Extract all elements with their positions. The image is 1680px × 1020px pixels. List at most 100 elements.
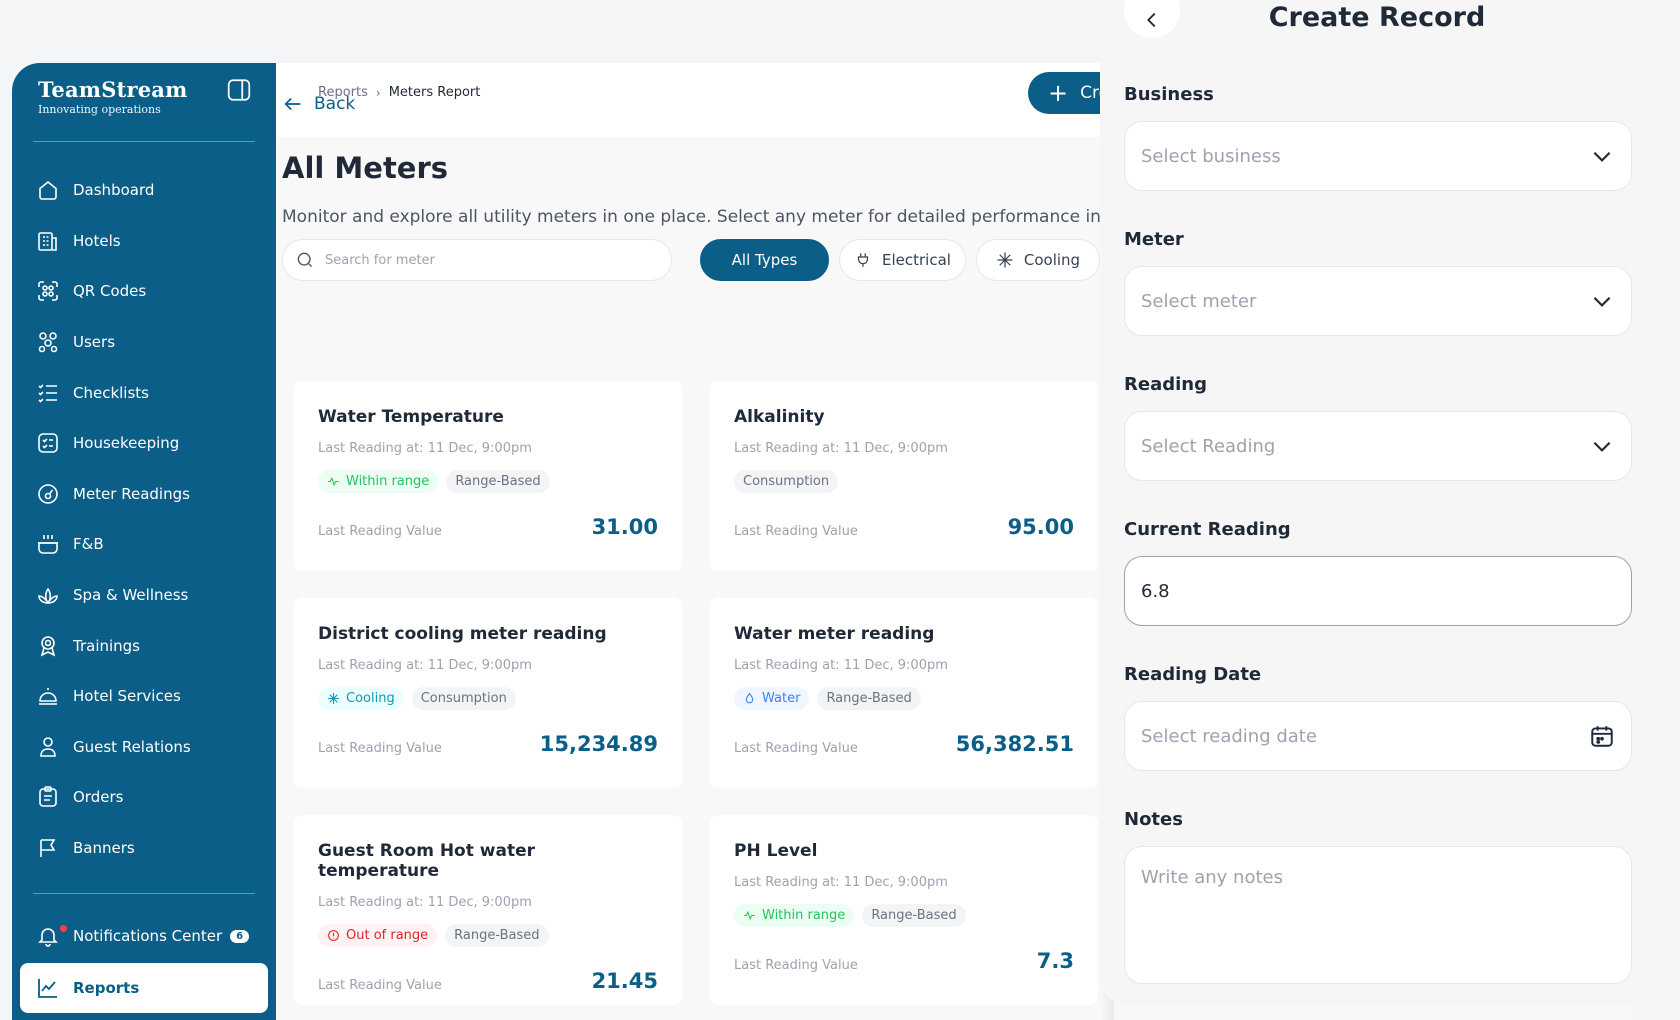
meter-select[interactable]: Select meter	[1124, 266, 1632, 336]
filter-electrical[interactable]: Electrical	[839, 239, 966, 281]
lotus-icon	[38, 587, 58, 605]
sidebar-item-meter-readings[interactable]: Meter Readings	[24, 469, 264, 520]
filter-all-types[interactable]: All Types	[700, 239, 829, 281]
sidebar: TeamStream Innovating operations Dashboa…	[12, 63, 276, 1020]
brand-name: TeamStream	[38, 77, 188, 102]
sidebar-item-checklists[interactable]: Checklists	[24, 367, 264, 418]
type-badge: Consumption	[411, 687, 516, 710]
filter-cooling[interactable]: Cooling	[976, 239, 1100, 281]
meter-card-meta: Last Reading at: 11 Dec, 9:00pm	[318, 441, 532, 456]
sidebar-item-label: Hotels	[73, 231, 121, 250]
search-box[interactable]	[282, 239, 672, 281]
sidebar-item-hotels[interactable]: Hotels	[24, 216, 264, 267]
plus-icon: +	[1048, 79, 1069, 107]
sidebar-item-label: Guest Relations	[73, 737, 191, 756]
meter-card[interactable]: PH Level Last Reading at: 11 Dec, 9:00pm…	[710, 815, 1098, 1005]
chevron-down-icon	[1593, 296, 1611, 307]
users-icon	[38, 332, 58, 353]
type-badge: Range-Based	[445, 924, 549, 947]
reading-date-picker[interactable]: Select reading date	[1124, 701, 1632, 771]
pulse-icon	[744, 910, 755, 921]
meter-value: 7.3	[1036, 949, 1074, 973]
value-label: Last Reading Value	[734, 741, 858, 756]
chevron-down-icon	[1593, 151, 1611, 162]
qr-icon	[38, 281, 58, 302]
notes-placeholder: Write any notes	[1141, 867, 1283, 888]
current-reading-input[interactable]: 6.8	[1124, 556, 1632, 626]
current-reading-value: 6.8	[1141, 580, 1170, 602]
meter-card-meta: Last Reading at: 11 Dec, 9:00pm	[734, 441, 948, 456]
sidebar-item-spa-wellness[interactable]: Spa & Wellness	[24, 570, 264, 621]
alert-circle-icon	[328, 930, 339, 941]
value-label: Last Reading Value	[734, 958, 858, 973]
sidebar-item-dashboard[interactable]: Dashboard	[24, 165, 264, 216]
meter-card-title: Alkalinity	[734, 407, 825, 427]
sidebar-divider	[33, 893, 255, 894]
status-badge: Within range	[318, 470, 439, 493]
meter-card-meta: Last Reading at: 11 Dec, 9:00pm	[734, 658, 948, 673]
brand-logo[interactable]: TeamStream Innovating operations	[38, 77, 188, 116]
breadcrumb: Reports › Meters Report	[318, 85, 480, 100]
page-title: All Meters	[282, 151, 449, 185]
meter-card-title: Guest Room Hot water temperature	[318, 841, 535, 881]
person-icon	[40, 737, 56, 757]
meter-card[interactable]: Water meter reading Last Reading at: 11 …	[710, 598, 1098, 788]
sidebar-item-users[interactable]: Users	[24, 317, 264, 368]
sidebar-item-fnb[interactable]: F&B	[24, 519, 264, 570]
meter-value: 31.00	[591, 515, 658, 539]
business-select[interactable]: Select business	[1124, 121, 1632, 191]
calendar-icon[interactable]	[1589, 723, 1615, 749]
sidebar-item-label: Trainings	[73, 636, 141, 655]
meter-card[interactable]: Alkalinity Last Reading at: 11 Dec, 9:00…	[710, 381, 1098, 571]
meter-value: 21.45	[591, 969, 658, 993]
sidebar-item-reports[interactable]: Reports	[20, 963, 268, 1013]
value-label: Last Reading Value	[318, 978, 442, 993]
building-icon	[38, 232, 57, 251]
meter-card[interactable]: Guest Room Hot water temperature Last Re…	[294, 815, 682, 1005]
meter-card-meta: Last Reading at: 11 Dec, 9:00pm	[318, 658, 532, 673]
category-badge: Cooling	[318, 687, 404, 710]
search-icon	[297, 252, 313, 268]
search-input[interactable]	[325, 252, 645, 268]
category-badge-label: Water	[762, 691, 801, 706]
sidebar-item-label: Notifications Center	[73, 927, 223, 946]
meter-value: 56,382.51	[955, 732, 1074, 756]
meter-card[interactable]: Water Temperature Last Reading at: 11 De…	[294, 381, 682, 571]
meter-card[interactable]: District cooling meter reading Last Read…	[294, 598, 682, 788]
reading-date-label: Reading Date	[1124, 664, 1262, 685]
sidebar-item-trainings[interactable]: Trainings	[24, 620, 264, 671]
category-badge-label: Cooling	[346, 691, 395, 706]
type-badge: Consumption	[734, 470, 839, 493]
status-badge: Within range	[734, 904, 855, 927]
sidebar-item-label: QR Codes	[73, 282, 147, 301]
meter-card-meta: Last Reading at: 11 Dec, 9:00pm	[318, 895, 532, 910]
award-icon	[40, 635, 56, 657]
reading-select[interactable]: Select Reading	[1124, 411, 1632, 481]
breadcrumb-reports[interactable]: Reports	[318, 85, 368, 100]
sidebar-item-guest-relations[interactable]: Guest Relations	[24, 722, 264, 773]
meter-card-title: District cooling meter reading	[318, 624, 607, 644]
sidebar-item-housekeeping[interactable]: Housekeeping	[24, 418, 264, 469]
back-link[interactable]: Back	[282, 93, 355, 115]
notifications-row: Notifications Center 6	[24, 911, 264, 962]
sidebar-item-banners[interactable]: Banners	[24, 823, 264, 874]
sidebar-item-label: Orders	[73, 788, 124, 807]
meter-value: 95.00	[1007, 515, 1074, 539]
reading-placeholder: Select Reading	[1141, 435, 1276, 457]
chevron-left-icon	[1147, 12, 1156, 28]
sidebar-item-hotel-services[interactable]: Hotel Services	[24, 671, 264, 722]
value-label: Last Reading Value	[734, 524, 858, 539]
sidebar-toggle-button[interactable]	[226, 77, 252, 103]
sidebar-item-qr-codes[interactable]: QR Codes	[24, 266, 264, 317]
brand-tagline: Innovating operations	[38, 103, 161, 116]
clipboard-icon	[39, 786, 57, 808]
sidebar-item-notifications[interactable]: Notifications Center 6	[24, 911, 264, 962]
sidebar-divider	[33, 141, 255, 142]
notes-textarea[interactable]: Write any notes	[1124, 846, 1632, 984]
meter-label: Meter	[1124, 229, 1184, 250]
chevron-down-icon	[1593, 441, 1611, 452]
sidebar-item-label: Users	[73, 333, 116, 352]
sidebar-item-orders[interactable]: Orders	[24, 772, 264, 823]
page-description: Monitor and explore all utility meters i…	[282, 207, 1158, 227]
notes-label: Notes	[1124, 809, 1183, 830]
